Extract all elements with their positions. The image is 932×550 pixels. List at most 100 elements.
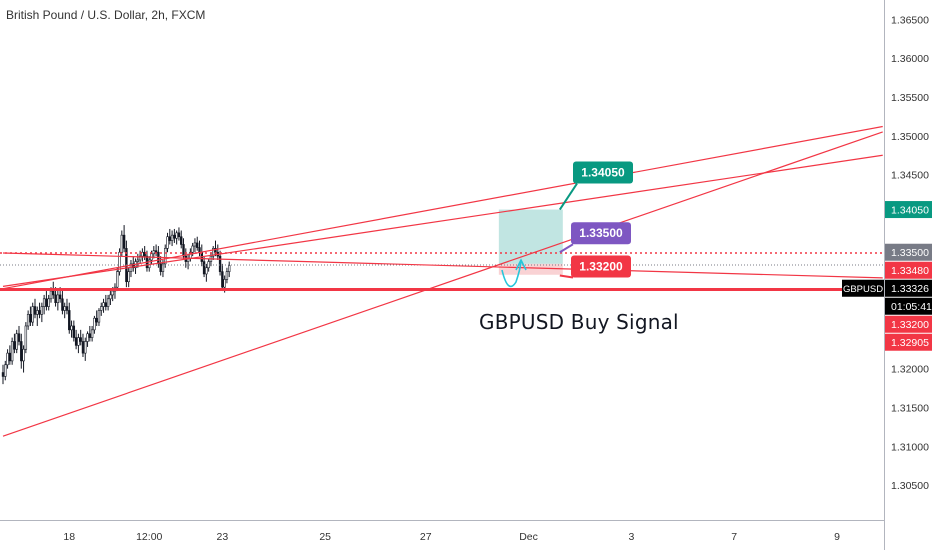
candle [22, 345, 25, 373]
candle [212, 246, 215, 260]
candle [143, 246, 146, 260]
signal-label-text: 1.33500 [579, 226, 623, 240]
candle [72, 320, 76, 342]
candle-down [61, 298, 64, 311]
signal-label-box [571, 222, 631, 245]
candle-down [159, 263, 162, 272]
trendline-3 [2, 131, 883, 437]
candle [109, 291, 112, 306]
candle-down [95, 317, 98, 323]
price-axis[interactable]: 1.36500 1.36000 1.35500 1.35000 1.34500 1.320… [842, 0, 932, 550]
candle [33, 298, 37, 319]
candle [42, 294, 46, 315]
candle-up [138, 255, 142, 261]
candle-up [100, 306, 103, 311]
time-tick: 9 [834, 531, 840, 543]
candle [4, 360, 7, 381]
candle [164, 244, 167, 268]
buy-arrow [501, 258, 527, 288]
candle-up [111, 290, 114, 296]
candle-up [166, 236, 169, 249]
candle-down [173, 234, 176, 239]
candle-down [58, 294, 62, 300]
price-marker-text: 1.34050 [891, 205, 929, 217]
candle-up [6, 352, 9, 366]
candle-up [212, 248, 215, 257]
price-marker-bg [885, 201, 932, 219]
candle-up [36, 310, 39, 315]
candle [31, 302, 34, 326]
candle-down [20, 341, 23, 362]
candle [116, 267, 119, 292]
signal-label-box [573, 161, 633, 184]
candle-up [225, 271, 229, 280]
candle-up [223, 279, 226, 288]
candle-down [65, 306, 69, 311]
signal-label: 1.34050 [558, 161, 633, 211]
candle-up [10, 341, 14, 362]
candle-down [33, 306, 37, 315]
candle-down [17, 333, 21, 342]
trendline-2 [2, 125, 883, 290]
candle [47, 294, 50, 311]
price-tick: 1.31000 [891, 441, 929, 453]
price-tick: 1.36000 [891, 53, 929, 65]
candle-down [68, 310, 71, 331]
candle [141, 248, 144, 262]
stop-zone [498, 263, 563, 275]
candle-down [180, 236, 183, 245]
candle-up [49, 290, 53, 300]
candle-down [196, 242, 199, 248]
candle-up [193, 242, 197, 247]
signal-label: 1.33200 [559, 255, 631, 279]
signal-label-pointer [558, 183, 578, 211]
candles [1, 225, 231, 385]
time-axis[interactable]: 18 12:00 23 25 27 Dec 3 7 9 [0, 520, 884, 544]
signal-label-box [571, 255, 631, 278]
price-marker-bg [885, 243, 932, 261]
position-tool[interactable] [498, 209, 563, 275]
trendline-4 [2, 154, 883, 287]
candle-down [198, 247, 201, 253]
signal-label-text: 1.34050 [581, 166, 625, 180]
candle [205, 263, 208, 282]
candle [15, 329, 18, 354]
price-marker-bg [885, 297, 932, 315]
price-marker: 1.33200 [885, 315, 932, 333]
candle [200, 244, 203, 267]
time-tick: 27 [420, 531, 432, 543]
price-marker: 1.32905 [885, 333, 932, 351]
candle [225, 267, 229, 284]
candle-down [122, 234, 126, 249]
candle-down [218, 255, 222, 272]
trendlines[interactable] [0, 125, 884, 437]
symbol-tag-bg [842, 279, 884, 297]
candle [214, 240, 217, 257]
candle-up [116, 271, 119, 288]
candle-down [157, 251, 160, 265]
candle [77, 333, 80, 354]
candle [40, 302, 44, 323]
candle [136, 253, 140, 268]
price-marker: 1.33500 [885, 243, 932, 261]
candle [202, 256, 206, 278]
candle-up [120, 234, 124, 253]
candle [148, 256, 151, 272]
price-tick: 1.36500 [891, 14, 929, 26]
candle-down [29, 314, 32, 323]
candle-up [40, 306, 44, 315]
candle [216, 244, 219, 260]
candle-down [132, 263, 135, 269]
candle [24, 322, 28, 354]
candle-down [13, 341, 16, 350]
candle-down [104, 302, 108, 307]
price-marker-text: 1.33326 [891, 283, 929, 295]
candle [95, 310, 98, 326]
price-marker-bg [885, 279, 932, 297]
candle [182, 238, 185, 260]
candle [166, 232, 169, 253]
candle-up [207, 261, 210, 269]
candle-down [168, 236, 172, 241]
time-tick: 18 [63, 531, 75, 543]
